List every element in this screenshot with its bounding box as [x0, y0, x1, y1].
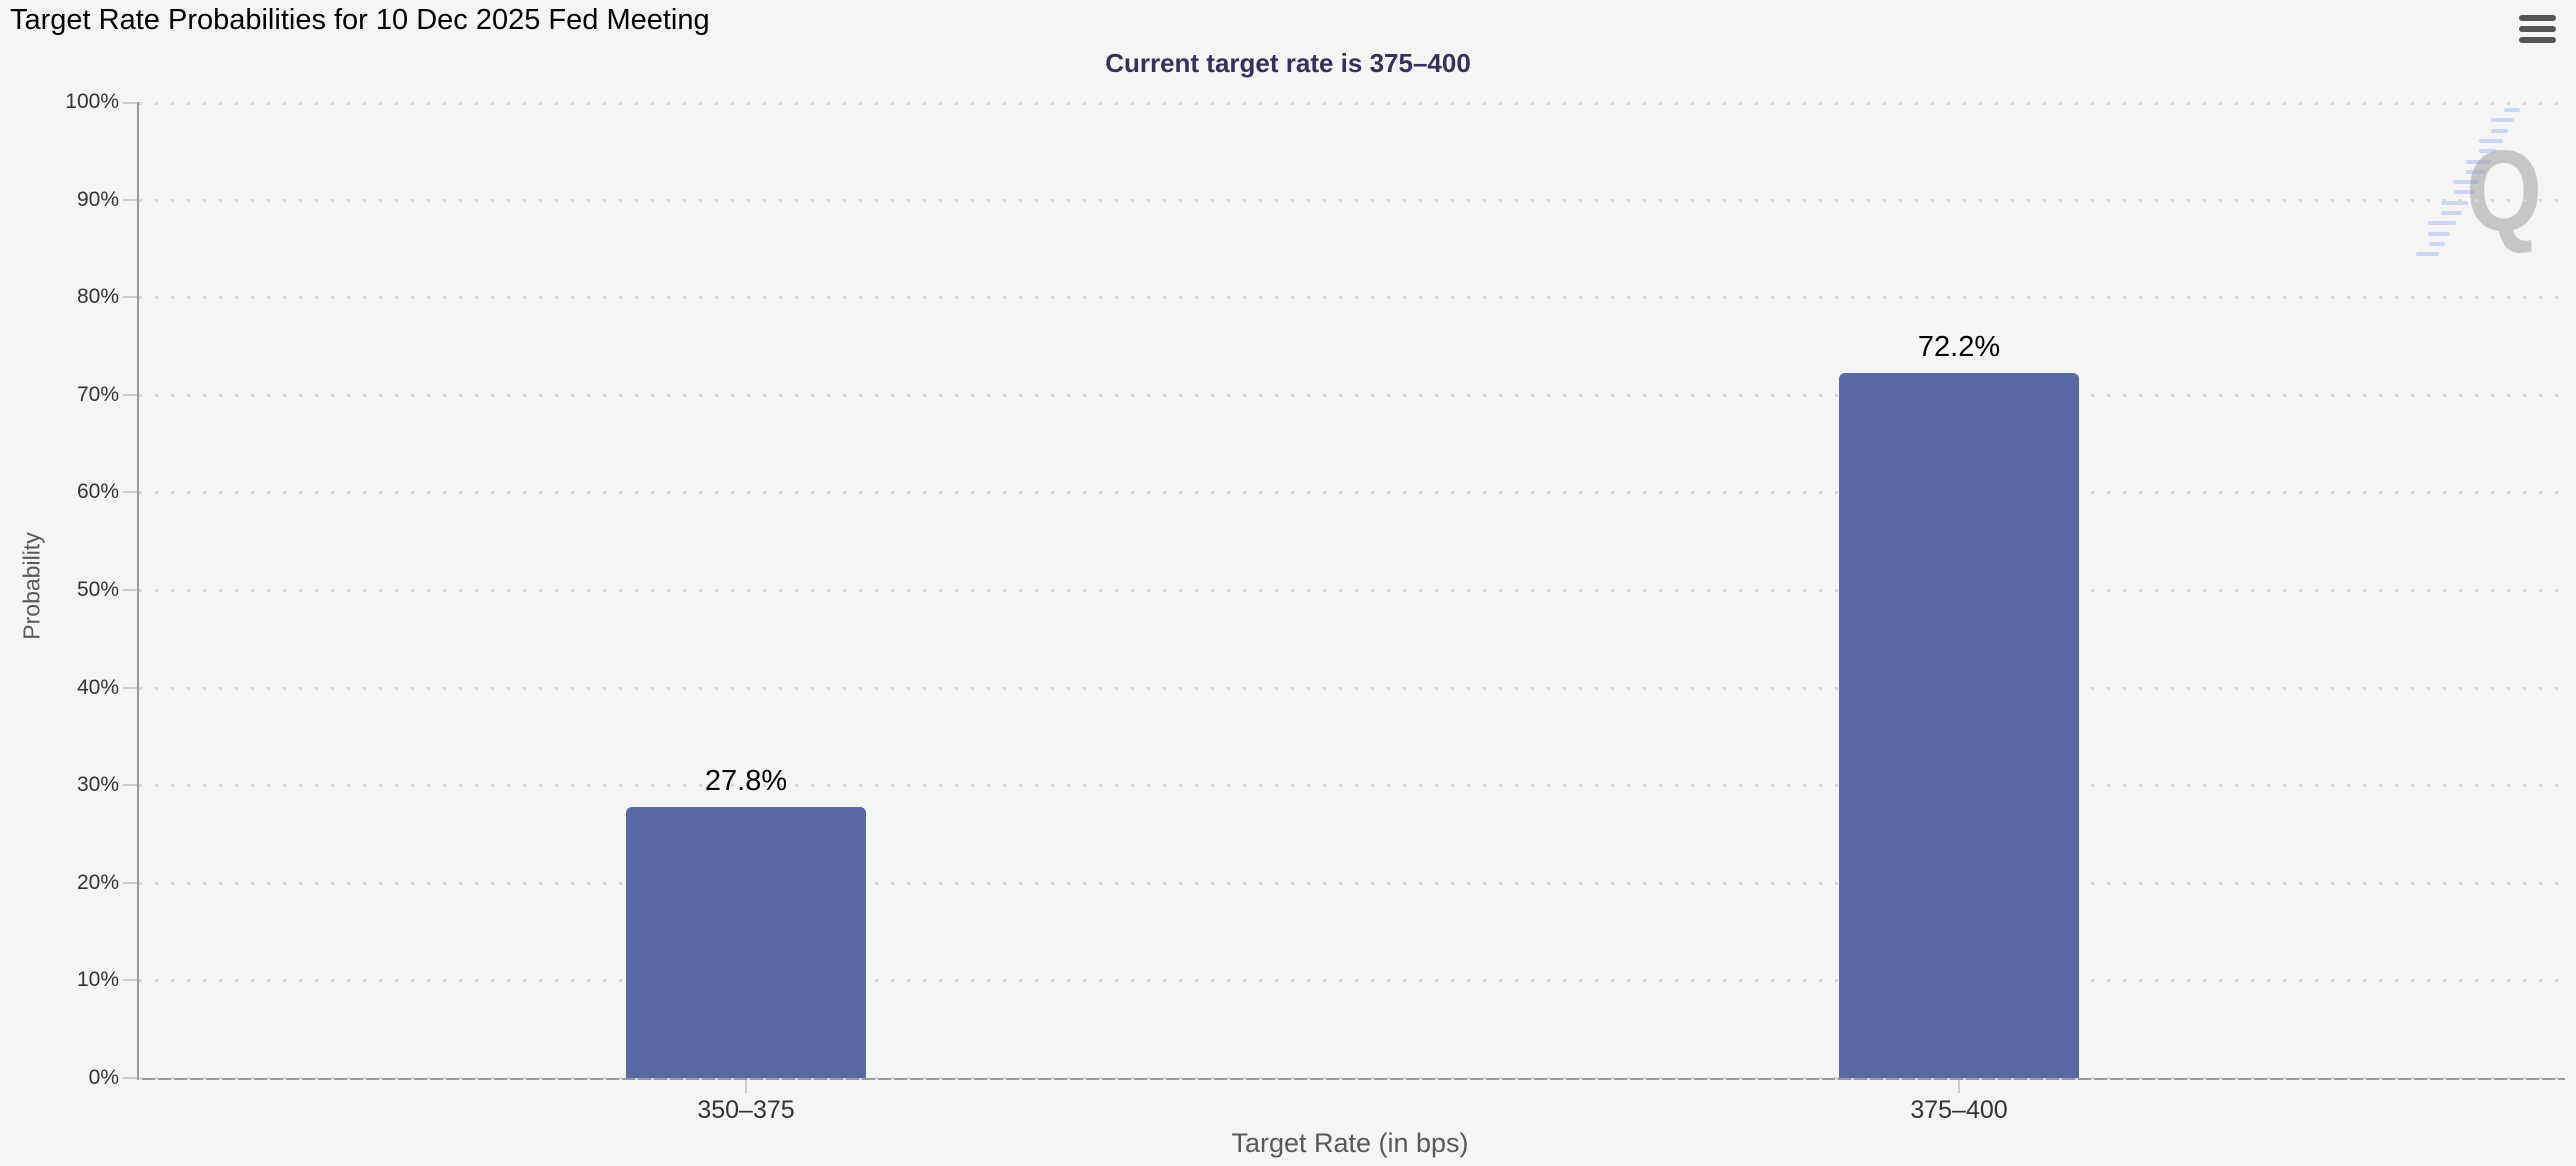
gridline-0pct	[139, 1077, 2565, 1080]
gridline-60pct	[139, 491, 2565, 494]
plot-area: 0% 10% 20% 30% 40% 50% 60% 70% 80% 90% 100% 27.8% 35…	[65, 90, 2565, 1124]
y-axis-tick	[123, 1077, 137, 1079]
y-axis-tick	[123, 199, 137, 201]
y-axis-tick	[123, 394, 137, 396]
x-axis-title: Target Rate (in bps)	[1231, 1128, 1469, 1158]
x-axis-tick	[745, 1080, 747, 1093]
y-axis-tick	[123, 491, 137, 493]
y-axis-label: 0%	[88, 1066, 119, 1089]
hamburger-bar	[2519, 15, 2556, 21]
y-axis-label: 100%	[65, 90, 119, 113]
hamburger-bar	[2519, 37, 2556, 43]
gridline-20pct	[139, 882, 2565, 885]
y-axis-label: 80%	[76, 285, 119, 308]
gridline-40pct	[139, 687, 2565, 690]
gridline-50pct	[139, 589, 2565, 592]
gridline-30pct	[139, 784, 2565, 787]
x-axis-label: 350–375	[697, 1096, 795, 1124]
y-axis-label: 20%	[76, 871, 119, 894]
gridline-80pct	[139, 296, 2565, 299]
bar-350–375[interactable]	[626, 807, 866, 1078]
gridline-70pct	[139, 394, 2565, 397]
y-axis-label: 90%	[76, 188, 119, 211]
hamburger-bar	[2519, 26, 2556, 32]
y-axis-label: 70%	[76, 383, 119, 406]
gridline-100pct	[139, 102, 2565, 105]
hamburger-menu-icon[interactable]	[2519, 15, 2556, 48]
chart-title: Target Rate Probabilities for 10 Dec 202…	[10, 4, 710, 36]
chart-subtitle: Current target rate is 375–400	[1105, 48, 1471, 78]
y-axis-tick	[123, 687, 137, 689]
bar-375–400[interactable]	[1839, 373, 2079, 1078]
y-axis-tick	[123, 102, 137, 104]
y-axis-tick	[123, 296, 137, 298]
y-axis-tick	[123, 784, 137, 786]
y-axis-tick	[123, 589, 137, 591]
y-axis-label: 10%	[76, 968, 119, 991]
y-axis-label: 50%	[76, 578, 119, 601]
y-axis-tick	[123, 979, 137, 981]
bar-value-label: 72.2%	[1917, 331, 2001, 363]
y-axis-label: 40%	[76, 676, 119, 699]
bar-value-label: 27.8%	[704, 765, 788, 797]
gridline-10pct	[139, 979, 2565, 982]
y-axis-tick	[123, 882, 137, 884]
y-axis-label: 30%	[76, 773, 119, 796]
x-axis-label: 375–400	[1910, 1096, 2008, 1124]
x-axis-tick	[1958, 1080, 1960, 1093]
y-axis-label: 60%	[76, 480, 119, 503]
gridline-90pct	[139, 199, 2565, 202]
